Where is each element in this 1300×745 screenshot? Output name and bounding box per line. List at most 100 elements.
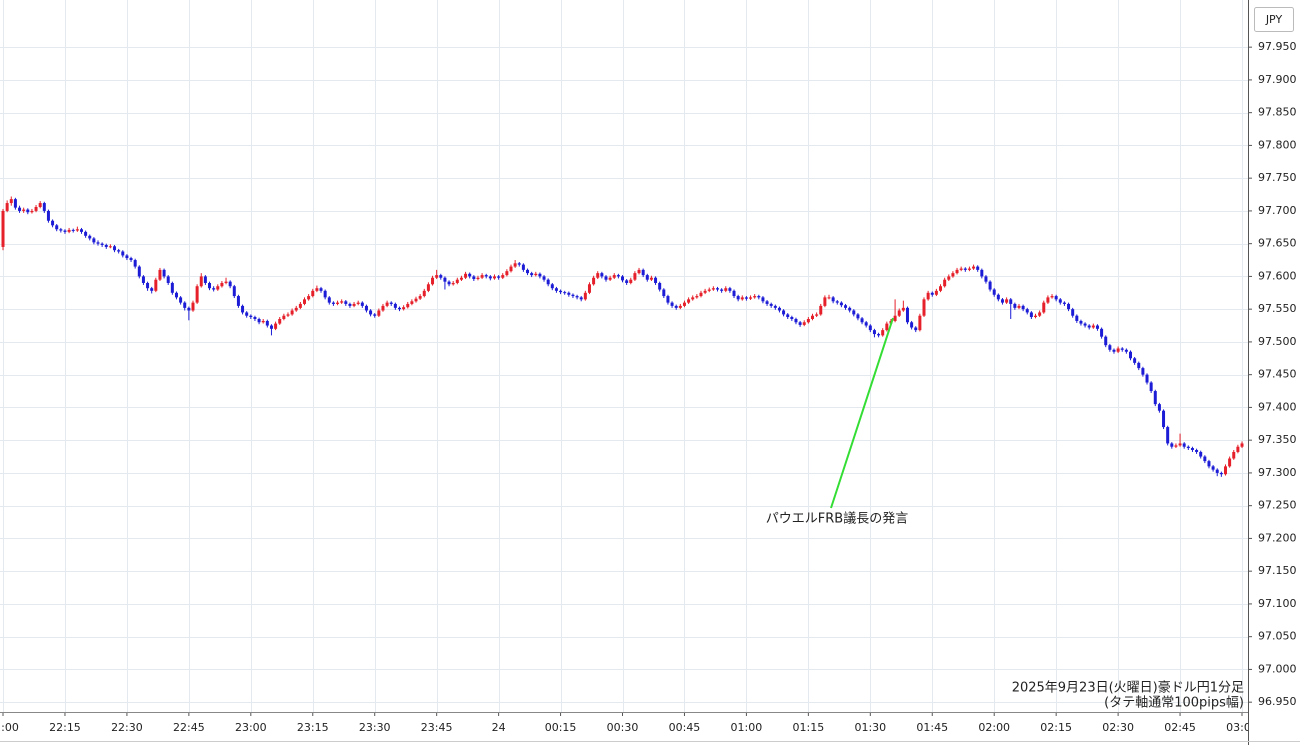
candle-body bbox=[1091, 325, 1095, 328]
candle-body bbox=[992, 289, 996, 295]
candle-body bbox=[472, 276, 476, 280]
candle-body bbox=[567, 292, 571, 295]
candle-body bbox=[253, 317, 257, 319]
candle-body bbox=[881, 330, 885, 336]
candle-body bbox=[236, 296, 240, 306]
candle-body bbox=[1182, 443, 1186, 447]
candle-body bbox=[724, 288, 728, 291]
candle-body bbox=[777, 307, 781, 311]
candle-body bbox=[435, 275, 439, 278]
candle-body bbox=[426, 284, 430, 291]
candle-body bbox=[1009, 299, 1013, 304]
candle-body bbox=[509, 266, 513, 272]
candle-body bbox=[1153, 391, 1157, 405]
candle-body bbox=[1129, 351, 1133, 359]
candle-body bbox=[203, 276, 207, 283]
y-tick-label: 97.150 bbox=[1258, 564, 1297, 577]
candle-body bbox=[534, 273, 538, 276]
candle-body bbox=[92, 238, 96, 243]
x-tick-label: 23:45 bbox=[421, 721, 453, 734]
candle-body bbox=[443, 277, 447, 282]
candle-body bbox=[1207, 461, 1211, 467]
x-tick-label: 22:45 bbox=[173, 721, 205, 734]
candle-body bbox=[431, 277, 435, 285]
candle-body bbox=[1046, 297, 1050, 303]
candle-body bbox=[373, 314, 377, 316]
candle-body bbox=[633, 273, 637, 280]
candle-body bbox=[844, 305, 848, 308]
y-tick-label: 97.650 bbox=[1258, 237, 1297, 250]
candle-body bbox=[563, 292, 567, 294]
y-tick-label: 97.850 bbox=[1258, 106, 1297, 119]
candle-body bbox=[480, 275, 484, 278]
candle-body bbox=[26, 209, 30, 213]
candle-body bbox=[241, 305, 245, 313]
candle-body bbox=[1162, 410, 1166, 428]
candle-body bbox=[1000, 299, 1004, 303]
candle-body bbox=[711, 288, 715, 290]
y-tick-label: 97.750 bbox=[1258, 171, 1297, 184]
candle-body bbox=[583, 292, 587, 300]
candle-body bbox=[216, 286, 220, 290]
candle-body bbox=[1112, 349, 1116, 352]
candle-body bbox=[996, 294, 1000, 300]
candle-body bbox=[117, 250, 121, 252]
y-tick-label: 97.400 bbox=[1258, 400, 1297, 413]
candle-body bbox=[596, 273, 600, 278]
candle-body bbox=[707, 289, 711, 291]
candle-body bbox=[191, 302, 195, 311]
candle-body bbox=[802, 322, 806, 325]
candle-body bbox=[1095, 325, 1099, 329]
candle-body bbox=[30, 210, 34, 213]
candle-body bbox=[146, 282, 150, 289]
candle-body bbox=[294, 307, 298, 311]
x-tick-label: 01:15 bbox=[793, 721, 825, 734]
y-tick-label: 97.000 bbox=[1258, 662, 1297, 675]
candle-body bbox=[418, 296, 422, 299]
y-tick-label: 97.200 bbox=[1258, 531, 1297, 544]
candle-body bbox=[414, 298, 418, 302]
currency-box bbox=[1254, 7, 1294, 32]
candle-body bbox=[360, 302, 364, 306]
candle-body bbox=[1178, 443, 1182, 446]
candle-body bbox=[1211, 466, 1215, 470]
candle-body bbox=[1219, 472, 1223, 475]
candle-body bbox=[402, 307, 406, 310]
candle-body bbox=[459, 277, 463, 280]
candle-body bbox=[9, 199, 13, 204]
candle-body bbox=[311, 290, 315, 297]
x-tick-label: 23:30 bbox=[359, 721, 391, 734]
candle-body bbox=[517, 263, 521, 265]
candle-body bbox=[100, 243, 104, 245]
candle-body bbox=[278, 318, 282, 324]
candle-body bbox=[1116, 348, 1120, 352]
candle-body bbox=[761, 297, 765, 302]
candle-body bbox=[170, 282, 174, 293]
candle-body bbox=[104, 244, 108, 247]
candle-body bbox=[645, 275, 649, 280]
candle-body bbox=[79, 229, 83, 232]
candle-body bbox=[1071, 309, 1075, 316]
candle-body bbox=[59, 229, 63, 231]
candle-body bbox=[955, 269, 959, 274]
candle-body bbox=[212, 288, 216, 290]
candle-body bbox=[910, 322, 914, 328]
currency-label: JPY bbox=[1265, 13, 1283, 26]
caption: (タテ軸通常100pips幅) bbox=[1104, 696, 1244, 711]
candle-body bbox=[641, 269, 645, 276]
x-axis: 22:00 22:15 22:30 22:45 23:00 23:15 23:30 23:45… bbox=[0, 712, 1248, 734]
x-tick-label: 02:00 bbox=[978, 721, 1010, 734]
candle-body bbox=[46, 210, 50, 221]
candle-body bbox=[166, 276, 170, 283]
x-tick-label: 01:00 bbox=[731, 721, 763, 734]
y-tick-label: 97.250 bbox=[1258, 499, 1297, 512]
candle-body bbox=[530, 273, 534, 276]
candle-body bbox=[303, 299, 307, 304]
candle-body bbox=[592, 277, 596, 285]
candle-body bbox=[819, 305, 823, 315]
y-tick-label: 96.950 bbox=[1258, 695, 1297, 708]
candle-body bbox=[1017, 305, 1021, 308]
candle-body bbox=[732, 290, 736, 297]
candle-body bbox=[934, 290, 938, 295]
candle-body bbox=[600, 273, 604, 277]
